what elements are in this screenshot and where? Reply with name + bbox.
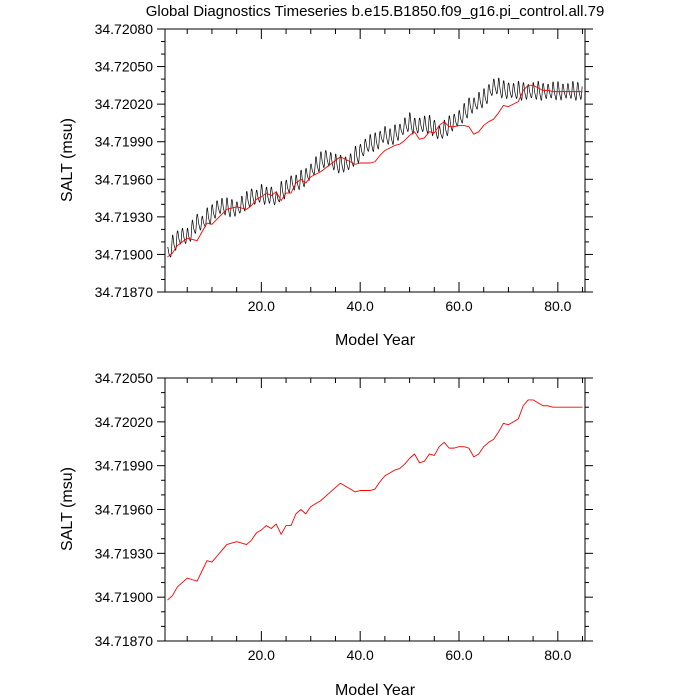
bottom-x-tick-label: 60.0 bbox=[445, 647, 472, 663]
bottom-x-axis-title: Model Year bbox=[335, 682, 416, 699]
top-y-tick-label: 34.72020 bbox=[95, 96, 154, 112]
bottom-y-tick-label: 34.71900 bbox=[95, 589, 154, 605]
top-x-tick-label: 80.0 bbox=[544, 298, 571, 314]
bottom-x-tick-label: 20.0 bbox=[248, 647, 275, 663]
bottom-series-annual-line bbox=[167, 399, 583, 601]
bottom-axes-layer: 20.0 40.0 60.0 80.0 34.71870 34.71900 34.71930… bbox=[95, 370, 593, 663]
top-x-tick-label: 40.0 bbox=[347, 298, 374, 314]
top-x-tick-label: 20.0 bbox=[248, 298, 275, 314]
top-series-monthly-line bbox=[167, 77, 583, 258]
top-x-tick-label: 60.0 bbox=[445, 298, 472, 314]
top-series-layer bbox=[167, 77, 583, 258]
bottom-y-axis-title: SALT (msu) bbox=[59, 467, 76, 551]
bottom-x-tick-label: 40.0 bbox=[347, 647, 374, 663]
top-y-tick-label: 34.71930 bbox=[95, 209, 154, 225]
bottom-y-tick-label: 34.72050 bbox=[95, 370, 154, 386]
bottom-y-tick-label: 34.71960 bbox=[95, 502, 154, 518]
bottom-panel: 20.0 40.0 60.0 80.0 34.71870 34.71900 34.71930… bbox=[59, 370, 593, 699]
top-y-tick-label: 34.72080 bbox=[95, 21, 154, 37]
top-x-axis-title: Model Year bbox=[335, 332, 416, 349]
top-y-axis-title: SALT (msu) bbox=[59, 118, 76, 202]
top-plot-frame bbox=[164, 28, 586, 293]
bottom-y-tick-label: 34.71870 bbox=[95, 633, 154, 649]
bottom-x-tick-label: 80.0 bbox=[544, 647, 571, 663]
bottom-plot-frame bbox=[164, 377, 586, 642]
top-panel: 20.0 40.0 60.0 80.0 34.71870 34.71900 34.71930… bbox=[59, 21, 593, 349]
top-axes-layer: 20.0 40.0 60.0 80.0 34.71870 34.71900 34.71930… bbox=[95, 21, 593, 314]
bottom-y-tick-label: 34.71930 bbox=[95, 545, 154, 561]
top-series-annual-line bbox=[167, 84, 583, 258]
top-y-tick-label: 34.71990 bbox=[95, 134, 154, 150]
top-y-tick-label: 34.71870 bbox=[95, 284, 154, 300]
top-y-tick-label: 34.72050 bbox=[95, 59, 154, 75]
bottom-series-layer bbox=[167, 399, 583, 601]
figure-title: Global Diagnostics Timeseries b.e15.B185… bbox=[146, 3, 605, 20]
top-y-tick-label: 34.71960 bbox=[95, 171, 154, 187]
top-y-tick-label: 34.71900 bbox=[95, 246, 154, 262]
bottom-y-tick-label: 34.71990 bbox=[95, 458, 154, 474]
bottom-y-tick-label: 34.72020 bbox=[95, 414, 154, 430]
